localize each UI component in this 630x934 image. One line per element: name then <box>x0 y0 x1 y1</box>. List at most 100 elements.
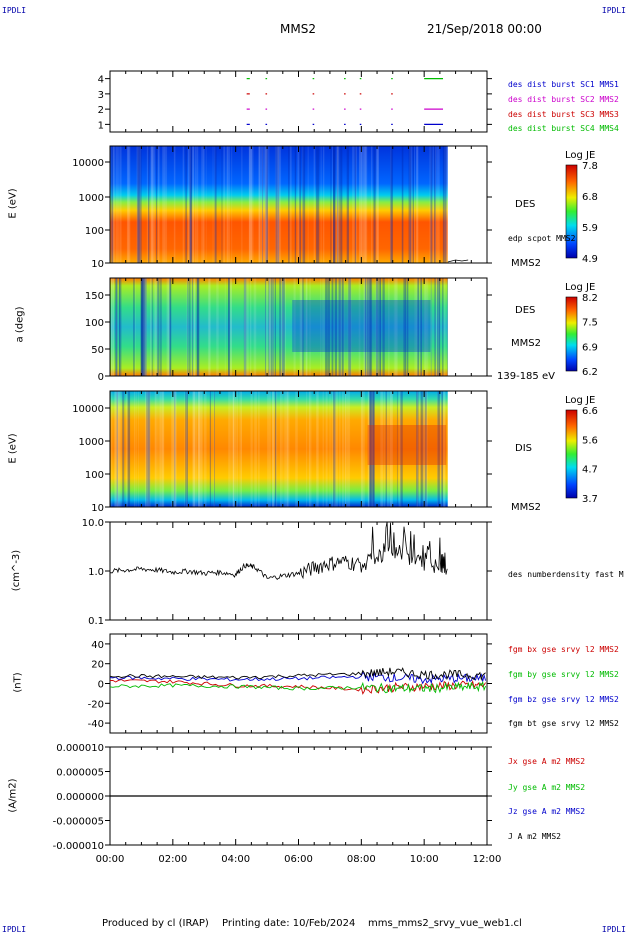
dis-energy-stripe <box>371 391 374 507</box>
density-line <box>109 521 448 580</box>
bfield-line-1 <box>109 680 487 694</box>
legend-burst-mms3: des dist burst SC3 MMS3 <box>508 110 619 119</box>
des-pitch-spacecraft: MMS2 <box>511 338 541 349</box>
density-legend: des numberdensity fast M <box>508 570 624 579</box>
des-pitch-stripe <box>388 278 390 376</box>
dis-energy-spacecraft: MMS2 <box>511 502 541 513</box>
dis-energy-stripe <box>329 391 331 507</box>
legend-jy: Jy gse A m2 MMS2 <box>508 783 586 792</box>
des-energy-stripe <box>249 146 251 263</box>
des-pitch-stripe <box>142 278 145 376</box>
colorbar2-tick-2: 6.9 <box>582 342 598 353</box>
des-energy-stripe <box>226 146 228 263</box>
dis-energy-stripe <box>396 391 398 507</box>
dis-energy-ylabel: E (eV) <box>7 433 19 464</box>
dis-energy-stripe <box>174 391 177 507</box>
des-energy-stripe <box>250 146 253 263</box>
des-pitch-stripe <box>186 278 189 376</box>
des-pitch-stripe <box>320 278 322 376</box>
des-pitch-stripe <box>280 278 283 376</box>
des-energy-stripe <box>136 146 140 263</box>
des-energy-stripe <box>205 146 207 263</box>
des-energy-stripe <box>112 146 116 263</box>
des-pitch-stripe <box>379 278 381 376</box>
dis-energy-stripe <box>383 391 386 507</box>
colorbar1-tick-1: 6.8 <box>582 192 598 203</box>
des-energy-stripe <box>214 146 217 263</box>
des-pitch-stripe <box>325 278 328 376</box>
des-energy-stripe <box>192 146 194 263</box>
des-pitch-stripe <box>334 278 338 376</box>
des-energy-stripe <box>157 146 160 263</box>
des-energy-stripe <box>365 146 367 263</box>
des-pitch-stripe <box>430 278 432 376</box>
dis-energy-stripe <box>236 391 239 507</box>
colorbar1-tick-2: 5.9 <box>582 223 598 234</box>
des-pitch-stripe <box>300 278 303 376</box>
dis-energy-stripe <box>369 391 372 507</box>
footer-produced: Produced by cl (IRAP) <box>102 918 209 929</box>
dis-energy-stripe <box>272 391 274 507</box>
dis-energy-stripe <box>437 391 439 507</box>
dis-energy-stripe <box>233 391 237 507</box>
des-energy-stripe <box>346 146 349 263</box>
legend-burst-mms4: des dist burst SC4 MMS4 <box>508 124 619 133</box>
bfield-line-2 <box>109 671 487 685</box>
dis-energy-stripe <box>284 391 287 507</box>
des-energy-stripe <box>140 146 142 263</box>
des-pitch-stripe <box>358 278 361 376</box>
des-energy-stripe <box>445 146 449 263</box>
dis-energy-stripe <box>334 391 336 507</box>
des-energy-stripe <box>316 146 318 263</box>
dis-energy-stripe <box>154 391 156 507</box>
dis-energy-stripe <box>283 391 285 507</box>
des-energy-stripe <box>187 146 190 263</box>
des-pitch-stripe <box>115 278 118 376</box>
dis-energy-stripe <box>385 391 387 507</box>
des-pitch-stripe <box>155 278 158 376</box>
dis-energy-stripe <box>122 391 125 507</box>
bfield-line-0 <box>109 679 486 695</box>
dis-energy-fill <box>110 391 448 507</box>
dis-energy-stripe <box>426 391 428 507</box>
dis-energy-stripe <box>160 391 162 507</box>
des-pitch-stripe <box>169 278 172 376</box>
des-pitch-stripe <box>305 278 308 376</box>
des-energy-stripe <box>194 146 197 263</box>
des-pitch-stripe <box>166 278 168 376</box>
dis-energy-stripe <box>195 391 198 507</box>
des-energy-stripe <box>276 146 278 263</box>
des-energy-stripe <box>223 146 226 263</box>
des-pitch-stripe <box>246 278 249 376</box>
des-energy-stripe <box>192 146 194 263</box>
des-pitch-stripe <box>439 278 441 376</box>
dis-energy-stripe <box>228 391 231 507</box>
des-energy-stripe <box>267 146 269 263</box>
dis-energy-stripe <box>416 391 418 507</box>
des-pitch-stripe <box>228 278 230 376</box>
des-energy-stripe <box>201 146 204 263</box>
des-pitch-stripe <box>208 278 211 376</box>
des-pitch-stripe <box>116 278 118 376</box>
des-pitch-stripe <box>196 278 199 376</box>
dis-energy-stripe <box>115 391 118 507</box>
colorbar1-tick-0: 7.8 <box>582 161 598 172</box>
des-pitch-stripe <box>331 278 334 376</box>
density-ylabel: (cm^-3) <box>11 549 23 592</box>
des-pitch-stripe <box>415 278 419 376</box>
dis-energy-stripe <box>339 391 341 507</box>
des-energy-stripe <box>277 146 280 263</box>
des-pitch-energy-range: 139-185 eV <box>497 371 555 382</box>
dis-energy-stripe <box>127 391 131 507</box>
dis-energy-stripe <box>193 391 195 507</box>
des-energy-stripe <box>432 146 434 263</box>
dis-energy-stripe <box>146 391 148 507</box>
des-pitch-stripe <box>279 278 282 376</box>
burst-panel: 4 3 2 1 <box>98 70 492 133</box>
bfield-frame <box>109 633 488 734</box>
des-energy-stripe <box>227 146 230 263</box>
des-pitch-stripe <box>293 278 296 376</box>
des-pitch-stripe <box>155 278 156 376</box>
bfield-ytick-2: 0 <box>98 680 104 691</box>
des-pitch-stripe <box>348 278 352 376</box>
